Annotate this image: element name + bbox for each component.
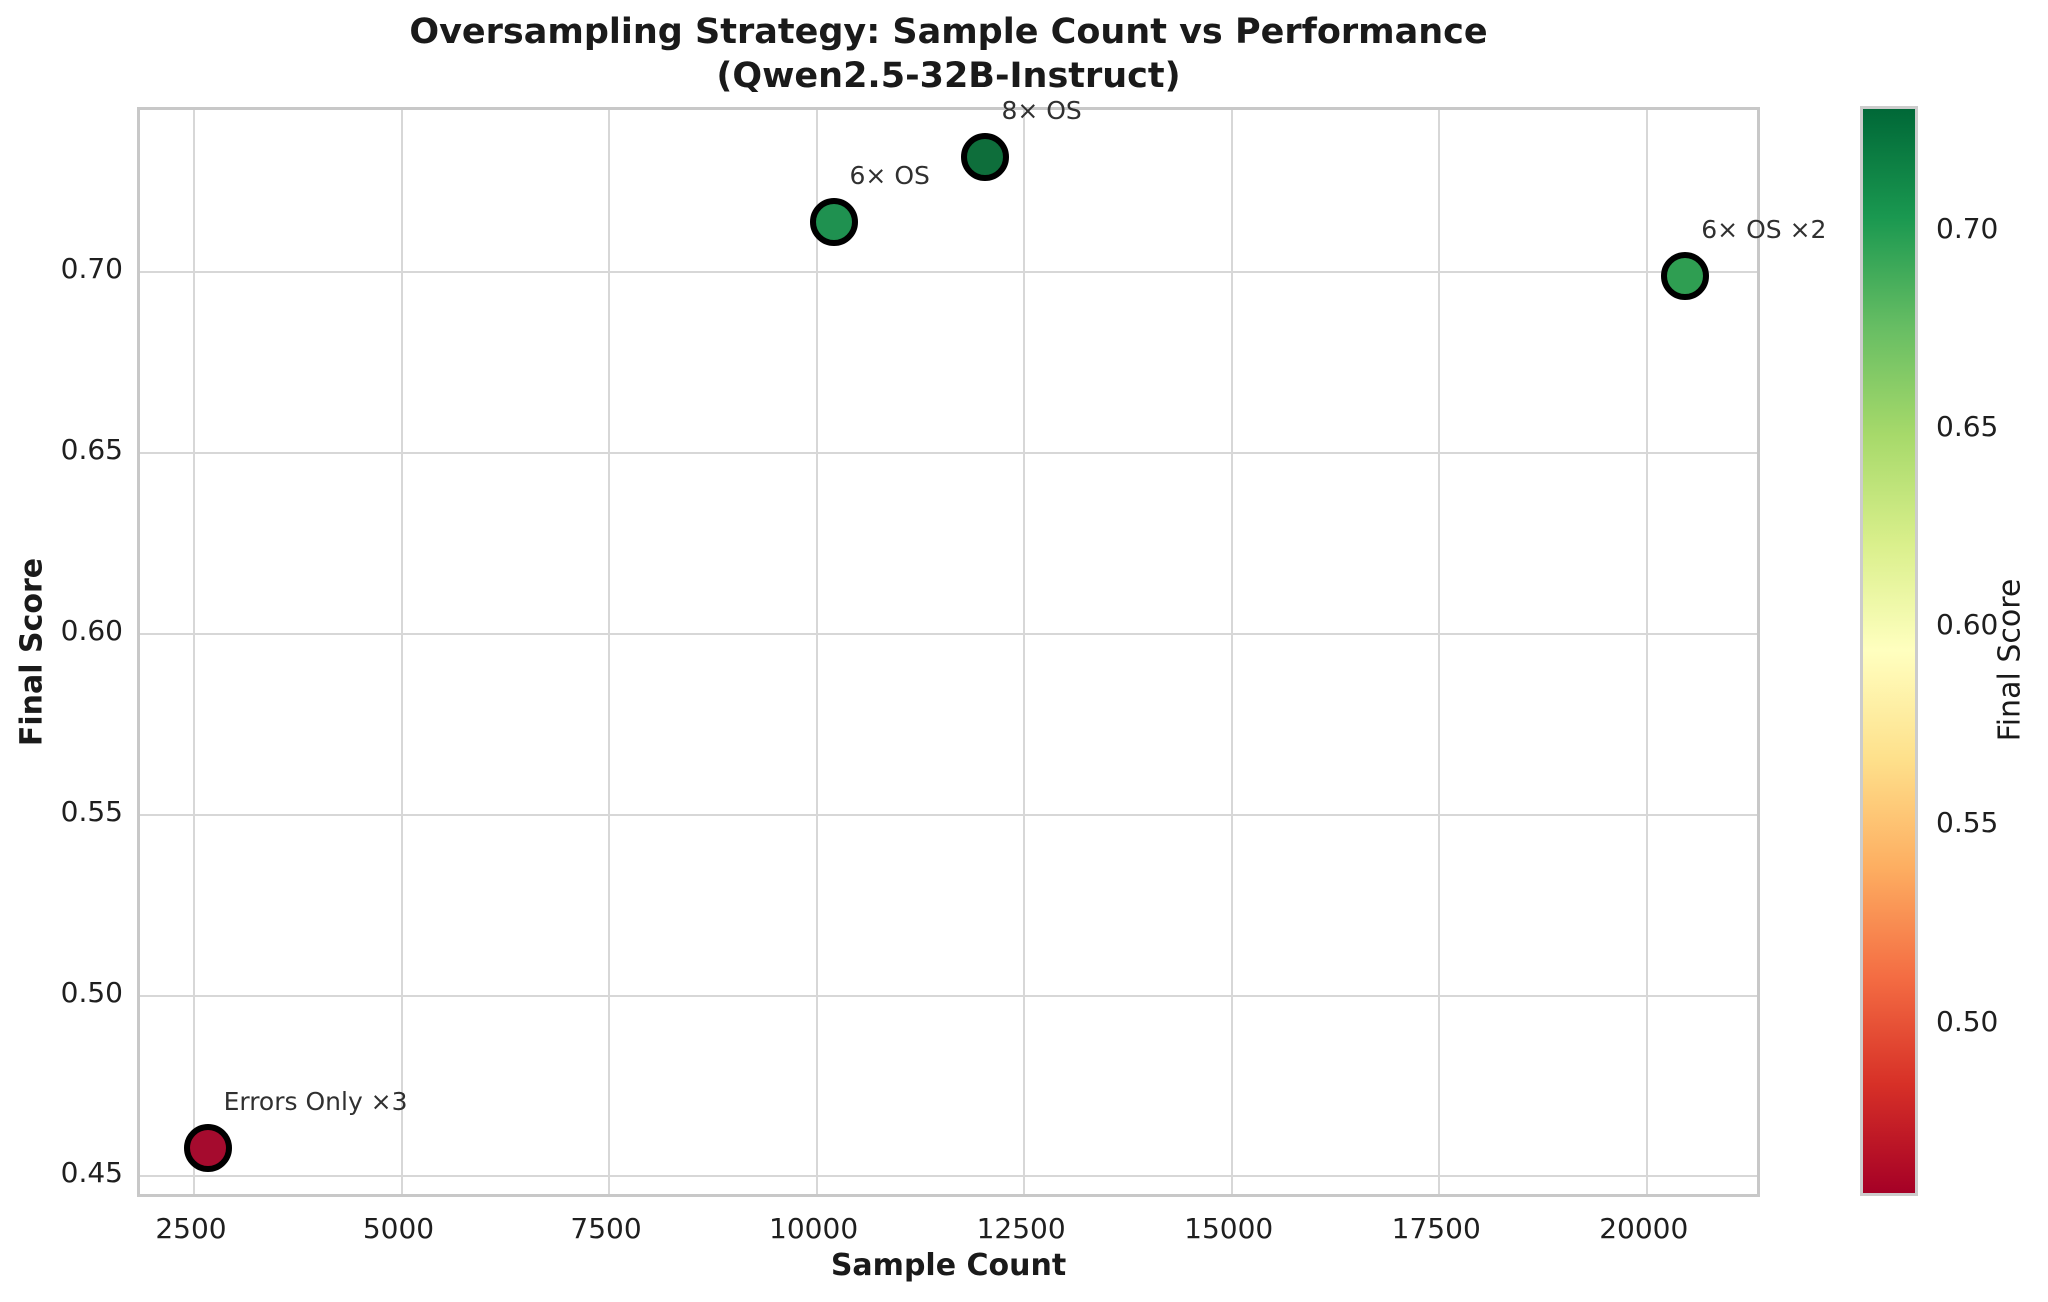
- y-gridline: [140, 451, 1757, 454]
- x-gridline: [192, 110, 195, 1194]
- x-tick-label: 10000: [769, 1212, 859, 1245]
- x-tick-label: 7500: [570, 1212, 642, 1245]
- y-gridline: [140, 813, 1757, 816]
- y-tick-label: 0.50: [60, 975, 123, 1009]
- y-tick-label: 0.45: [60, 1156, 123, 1190]
- point-annotation: 6× OS ×2: [1701, 215, 1827, 245]
- y-tick-label: 0.55: [60, 794, 123, 828]
- chart-title-line1: Oversampling Strategy: Sample Count vs P…: [409, 12, 1488, 52]
- data-point: [1661, 252, 1710, 301]
- y-gridline: [140, 994, 1757, 997]
- data-point: [809, 198, 858, 247]
- colorbar-tick-label: 0.65: [1936, 410, 1999, 444]
- y-gridline: [140, 271, 1757, 274]
- data-point: [961, 132, 1010, 181]
- x-gridline: [1230, 110, 1233, 1194]
- colorbar-label: Final Score: [1992, 578, 2028, 742]
- colorbar-tick-label: 0.70: [1936, 211, 1999, 245]
- point-annotation: 6× OS: [849, 161, 930, 191]
- y-gridline: [140, 1175, 1757, 1178]
- colorbar-tick-label: 0.60: [1936, 608, 1999, 642]
- colorbar-tick-label: 0.55: [1936, 806, 1999, 840]
- y-axis-label: Final Score: [14, 557, 50, 747]
- x-tick-label: 12500: [976, 1212, 1066, 1245]
- x-gridline: [1438, 110, 1441, 1194]
- chart-title-line2: (Qwen2.5-32B-Instruct): [716, 56, 1181, 96]
- x-tick-label: 20000: [1599, 1212, 1689, 1245]
- plot-area: [137, 107, 1760, 1197]
- colorbar: [1860, 106, 1918, 1196]
- y-tick-label: 0.65: [60, 432, 123, 466]
- x-tick-label: 2500: [155, 1212, 227, 1245]
- x-gridline: [400, 110, 403, 1194]
- x-tick-label: 17500: [1391, 1212, 1481, 1245]
- colorbar-tick-label: 0.50: [1936, 1004, 1999, 1038]
- y-tick-label: 0.70: [60, 252, 123, 286]
- point-annotation: 8× OS: [1001, 95, 1082, 125]
- x-tick-label: 15000: [1184, 1212, 1274, 1245]
- x-gridline: [1645, 110, 1648, 1194]
- data-point: [183, 1124, 232, 1173]
- x-gridline: [608, 110, 611, 1194]
- x-gridline: [815, 110, 818, 1194]
- y-gridline: [140, 632, 1757, 635]
- chart-title: Oversampling Strategy: Sample Count vs P…: [137, 10, 1760, 98]
- x-axis-label: Sample Count: [830, 1248, 1067, 1283]
- point-annotation: Errors Only ×3: [223, 1087, 408, 1117]
- x-tick-label: 5000: [362, 1212, 435, 1245]
- y-tick-label: 0.60: [60, 613, 123, 647]
- x-gridline: [1023, 110, 1026, 1194]
